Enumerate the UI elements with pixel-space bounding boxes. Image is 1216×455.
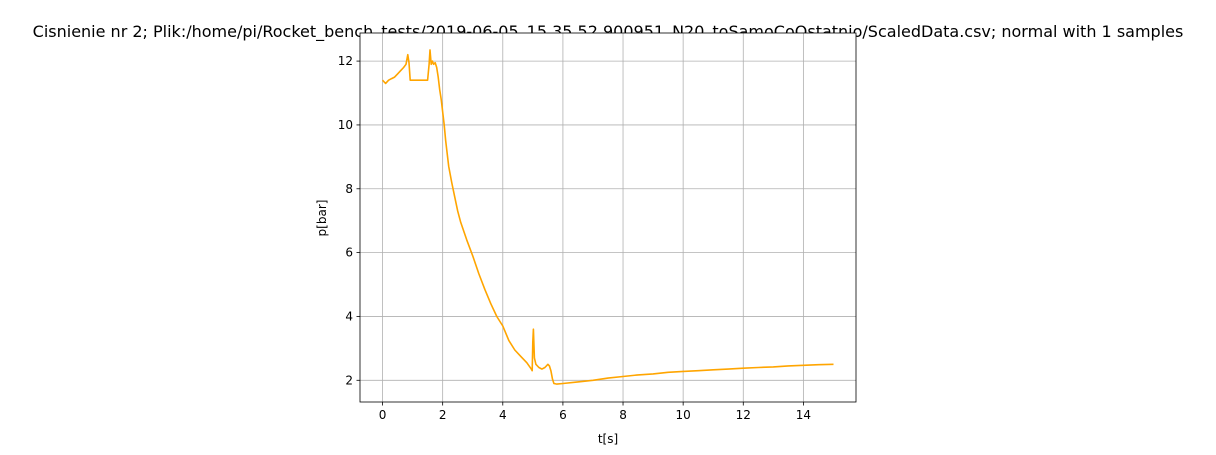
x-tick-label: 10 — [676, 408, 691, 422]
axes-background — [360, 33, 856, 402]
x-tick-label: 6 — [559, 408, 567, 422]
pressure-series-line — [381, 49, 834, 385]
x-tick-label: 14 — [796, 408, 811, 422]
x-tick-label: 4 — [499, 408, 507, 422]
x-axis-ticks: 0 2 4 6 8 10 12 14 — [379, 402, 811, 422]
x-tick-label: 0 — [379, 408, 387, 422]
y-tick-label: 4 — [345, 309, 353, 323]
y-tick-label: 6 — [345, 246, 353, 260]
x-tick-label: 2 — [439, 408, 447, 422]
y-axis-label: p[bar] — [315, 200, 329, 237]
plot-area: 0 2 4 6 8 10 12 14 2 4 6 8 10 12 — [338, 32, 857, 422]
chart-title: Cisnienie nr 2; Plik:/home/pi/Rocket_ben… — [33, 22, 1184, 42]
y-tick-label: 12 — [338, 54, 353, 68]
grid-lines — [360, 33, 856, 402]
y-tick-label: 10 — [338, 118, 353, 132]
x-tick-label: 8 — [619, 408, 627, 422]
y-tick-label: 2 — [345, 373, 353, 387]
y-axis-ticks: 2 4 6 8 10 12 — [338, 54, 360, 387]
x-tick-label: 12 — [736, 408, 751, 422]
series-layer — [381, 49, 834, 385]
axes-frame — [359, 32, 857, 403]
x-axis-label: t[s] — [598, 432, 618, 446]
y-tick-label: 8 — [345, 182, 353, 196]
